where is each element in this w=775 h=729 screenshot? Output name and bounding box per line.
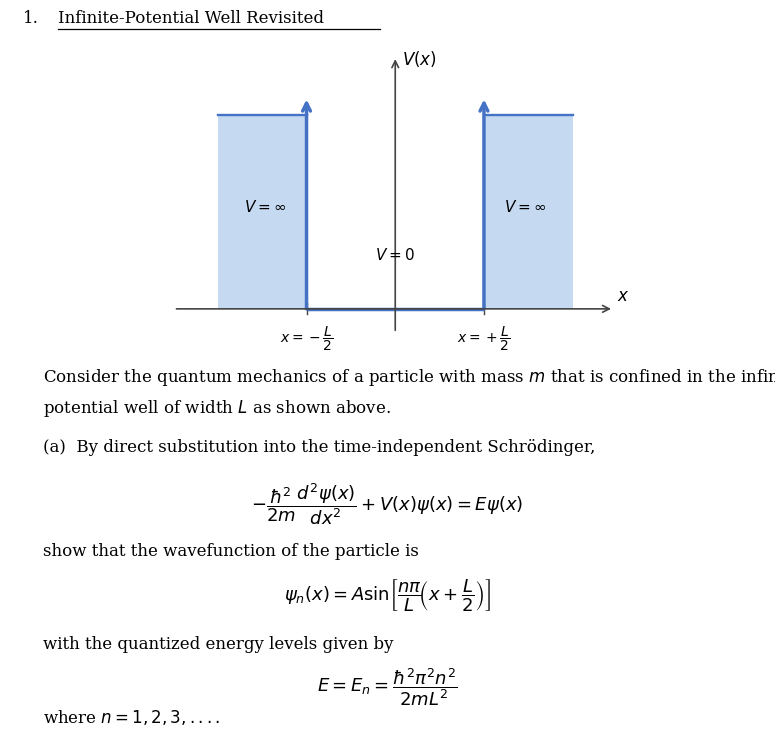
Text: show that the wavefunction of the particle is: show that the wavefunction of the partic… xyxy=(43,543,419,561)
Text: $V = \infty$: $V = \infty$ xyxy=(505,199,546,215)
Text: Consider the quantum mechanics of a particle with mass $m$ that is confined in t: Consider the quantum mechanics of a part… xyxy=(43,367,775,419)
Bar xyxy=(218,115,307,309)
Text: $-\dfrac{\hbar^2}{2m}\dfrac{d^2\psi(x)}{dx^2} + V(x)\psi(x) = E\psi(x)$: $-\dfrac{\hbar^2}{2m}\dfrac{d^2\psi(x)}{… xyxy=(251,480,524,526)
Text: where $n = 1, 2, 3, ....$: where $n = 1, 2, 3, ....$ xyxy=(43,708,220,727)
Text: $x = +\dfrac{L}{2}$: $x = +\dfrac{L}{2}$ xyxy=(457,325,511,354)
Text: $V = 0$: $V = 0$ xyxy=(375,247,415,263)
Text: with the quantized energy levels given by: with the quantized energy levels given b… xyxy=(43,636,393,653)
Text: Infinite-Potential Well Revisited: Infinite-Potential Well Revisited xyxy=(58,10,324,27)
Text: $V(x)$: $V(x)$ xyxy=(402,49,437,69)
Bar xyxy=(484,115,573,309)
Text: $x = -\dfrac{L}{2}$: $x = -\dfrac{L}{2}$ xyxy=(280,325,333,354)
Text: (a)  By direct substitution into the time-independent Schrödinger,: (a) By direct substitution into the time… xyxy=(43,439,595,456)
Text: 1.: 1. xyxy=(23,10,39,27)
Text: $E = E_n = \dfrac{\hbar^2 \pi^2 n^2}{2mL^2}$: $E = E_n = \dfrac{\hbar^2 \pi^2 n^2}{2mL… xyxy=(317,666,458,709)
Text: $x$: $x$ xyxy=(617,287,629,305)
Text: $\psi_n(x) = A\sin\!\left[\dfrac{n\pi}{L}\!\left(x + \dfrac{L}{2}\right)\right]$: $\psi_n(x) = A\sin\!\left[\dfrac{n\pi}{L… xyxy=(284,577,491,613)
Text: $V = \infty$: $V = \infty$ xyxy=(244,199,286,215)
